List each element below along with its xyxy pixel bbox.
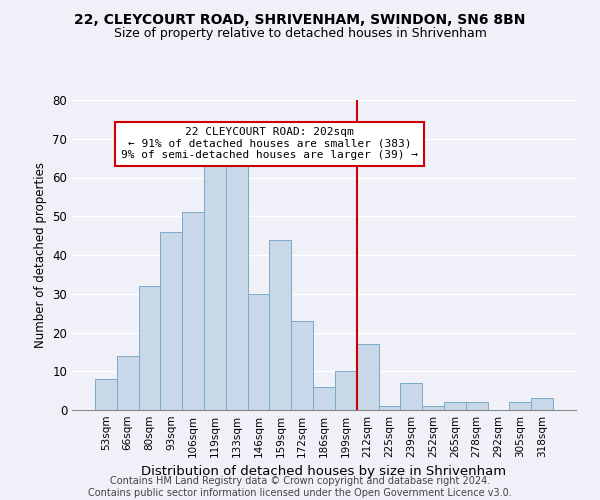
Bar — [422, 406, 444, 410]
Bar — [357, 344, 379, 410]
Text: Size of property relative to detached houses in Shrivenham: Size of property relative to detached ho… — [113, 28, 487, 40]
Bar — [248, 294, 269, 410]
Bar — [444, 402, 466, 410]
Bar — [117, 356, 139, 410]
Bar — [291, 321, 313, 410]
Bar — [313, 387, 335, 410]
Bar — [531, 398, 553, 410]
Text: 22, CLEYCOURT ROAD, SHRIVENHAM, SWINDON, SN6 8BN: 22, CLEYCOURT ROAD, SHRIVENHAM, SWINDON,… — [74, 12, 526, 26]
Bar — [226, 166, 248, 410]
Bar — [139, 286, 160, 410]
Bar — [182, 212, 204, 410]
Text: 22 CLEYCOURT ROAD: 202sqm
← 91% of detached houses are smaller (383)
9% of semi-: 22 CLEYCOURT ROAD: 202sqm ← 91% of detac… — [121, 127, 418, 160]
Y-axis label: Number of detached properties: Number of detached properties — [34, 162, 47, 348]
Bar — [269, 240, 291, 410]
Bar — [335, 371, 357, 410]
Bar — [95, 379, 117, 410]
Bar — [509, 402, 531, 410]
Bar — [400, 383, 422, 410]
X-axis label: Distribution of detached houses by size in Shrivenham: Distribution of detached houses by size … — [142, 466, 506, 478]
Text: Contains HM Land Registry data © Crown copyright and database right 2024.
Contai: Contains HM Land Registry data © Crown c… — [88, 476, 512, 498]
Bar — [160, 232, 182, 410]
Bar — [466, 402, 488, 410]
Bar — [379, 406, 400, 410]
Bar — [204, 158, 226, 410]
